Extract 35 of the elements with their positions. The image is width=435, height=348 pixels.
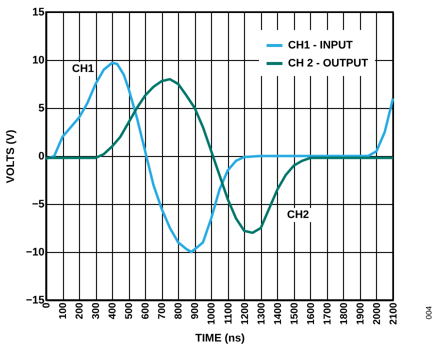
y-tick-label: −5 <box>32 198 44 210</box>
x-tick-label: 600 <box>140 302 152 320</box>
y-axis-title: VOLTS (V) <box>4 129 17 184</box>
legend-label: CH1 - INPUT <box>288 40 354 52</box>
annotation: CH1 <box>70 62 96 76</box>
line-series <box>44 78 394 234</box>
x-tick-label: 500 <box>124 302 136 320</box>
y-tick-label: 15 <box>32 6 44 18</box>
x-tick-label: 1700 <box>322 302 334 325</box>
x-tick-label: 800 <box>174 302 185 320</box>
x-tick-label: 1100 <box>223 302 234 324</box>
x-tick-label: 400 <box>108 302 119 320</box>
x-axis-title: TIME (ns) <box>195 332 246 345</box>
x-tick-label: 900 <box>190 302 202 320</box>
x-tick-label: 2100 <box>388 302 400 325</box>
x-tick-label: 1000 <box>206 302 218 325</box>
x-tick-label: 1900 <box>355 302 366 325</box>
y-tick-label: 10 <box>32 54 44 66</box>
legend-label: CH 2 - OUTPUT <box>288 58 368 70</box>
annotation: CH2 <box>285 208 312 222</box>
y-tick-label: 0 <box>38 150 44 162</box>
x-tick-label: 700 <box>157 302 168 320</box>
x-tick-label: 200 <box>74 302 86 320</box>
x-tick-label: 1600 <box>306 302 317 325</box>
x-tick-label: 100 <box>58 302 70 320</box>
x-tick-label: 1300 <box>256 302 268 325</box>
x-tick-label: 1800 <box>338 302 350 325</box>
x-tick-label: 1500 <box>289 302 300 325</box>
x-tick-label: 300 <box>91 302 102 320</box>
y-tick-label: 5 <box>38 102 44 114</box>
x-tick-label: 1400 <box>272 302 284 325</box>
x-tick-label: 2000 <box>372 302 383 325</box>
x-tick-label: 1200 <box>240 302 251 325</box>
text: 004 <box>424 306 433 320</box>
y-tick-label: −10 <box>26 246 44 258</box>
